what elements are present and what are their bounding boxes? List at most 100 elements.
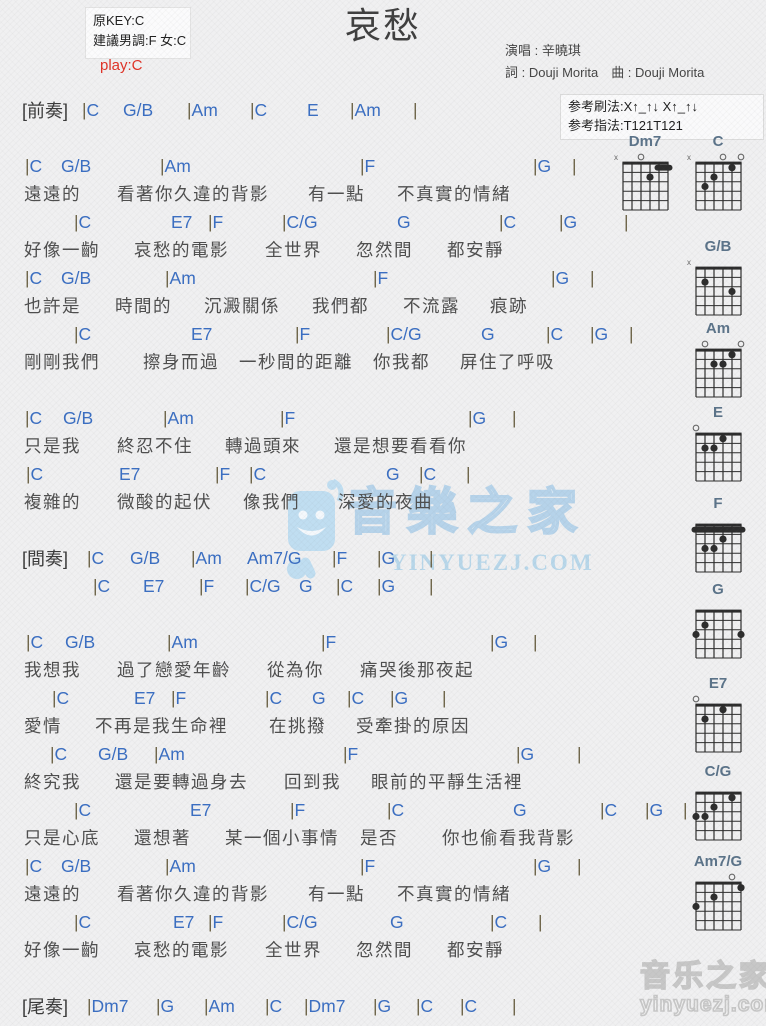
bar-separator: | (416, 996, 421, 1016)
chord-token: |F (332, 548, 348, 568)
chord-name: G (299, 576, 313, 596)
chord-name: Am (158, 744, 185, 764)
bar-separator: | (350, 100, 355, 120)
chord-name: G (386, 464, 400, 484)
chord-name: C (54, 744, 68, 764)
chord-token: E7 (171, 213, 192, 232)
chord-name: F (219, 464, 231, 484)
chord-name: G (472, 408, 487, 428)
chord-diagram: G/B x (686, 238, 750, 323)
bar-separator: | (629, 324, 634, 344)
chord-token: | (442, 689, 447, 708)
chord-token: |C (265, 997, 282, 1016)
chord-diagram-grid: x (687, 153, 745, 211)
chord-token: G (481, 325, 495, 344)
bar-separator: | (360, 156, 365, 176)
lyric-segment: 好像一齣 (24, 240, 100, 260)
chord-name: C (503, 212, 517, 232)
chord-name: F (203, 576, 215, 596)
bar-separator: | (52, 688, 57, 708)
chord-token: |F (295, 325, 310, 344)
bar-separator: | (512, 996, 517, 1016)
chord-name: G (555, 268, 570, 288)
chord-name: Dm7 (91, 996, 129, 1016)
bar-separator: | (199, 576, 204, 596)
lyric-segment: 看著你久違的背影 (117, 884, 269, 904)
bar-separator: | (208, 212, 213, 232)
play-key-label: play:C (100, 57, 143, 74)
chord-token: |G (533, 857, 551, 876)
chord-token: | (413, 100, 418, 120)
corner-watermark: 音乐之家 yinyuezj.com (639, 960, 766, 1016)
chord-token: | (429, 549, 434, 568)
chord-token: |C (74, 212, 91, 232)
yinyuezj-logo-icon (283, 477, 349, 593)
bar-separator: | (74, 800, 79, 820)
chord-diagram-label: Am (705, 320, 731, 337)
chord-token: |Am (187, 101, 218, 120)
section-label: [前奏] (22, 101, 69, 121)
lyric-segment: 我們都 (312, 296, 369, 316)
chord-token: E7 (119, 465, 140, 484)
lyric-segment: 時間的 (115, 296, 172, 316)
svg-text:x: x (614, 153, 618, 162)
chord-token: |C (25, 269, 42, 288)
chord-token: | (429, 577, 434, 596)
lyric-segment: 全世界 (265, 940, 322, 960)
chord-token: |C (25, 157, 42, 176)
chord-name: G/B (98, 744, 129, 764)
lyric-segment: 某一個小事情 (225, 828, 339, 848)
chord-diagram: E7 (686, 675, 750, 760)
bar-separator: | (419, 464, 424, 484)
bar-separator: | (290, 800, 295, 820)
chord-token: |C (250, 100, 267, 120)
bar-separator: | (26, 632, 31, 652)
chord-token: |G (373, 996, 391, 1016)
section-label: [間奏] (22, 549, 69, 569)
chord-token: |G (490, 633, 508, 652)
chord-name: C (30, 464, 44, 484)
chord-name: C (78, 324, 92, 344)
bar-separator: | (413, 100, 418, 120)
chord-name: E7 (191, 324, 213, 344)
bar-separator: | (551, 268, 556, 288)
chord-token: |C (82, 101, 99, 120)
lyric-segment: 是否 (360, 828, 398, 848)
chord-token: E (307, 101, 319, 120)
bar-separator: | (204, 996, 209, 1016)
chord-name: G/B (61, 856, 92, 876)
lyric-segment: 在挑撥 (269, 716, 326, 736)
chord-name: F (336, 548, 348, 568)
chord-token: Am7/G (247, 548, 302, 568)
chord-token: |C (546, 325, 563, 344)
bar-separator: | (250, 100, 255, 120)
chord-token: |G (156, 997, 174, 1016)
chord-name: Am (195, 548, 222, 568)
chord-token: |G (516, 745, 534, 764)
bar-separator: | (373, 996, 378, 1016)
watermark-site-name: 音樂之家 (346, 484, 587, 540)
bar-separator: | (25, 856, 30, 876)
chord-token: |F (360, 857, 375, 876)
chord-diagram-label: G (712, 581, 724, 598)
corner-watermark-name: 音乐之家 (639, 960, 766, 993)
chord-token: |F (321, 633, 336, 652)
bar-separator: | (577, 744, 582, 764)
chord-name: C (420, 996, 434, 1016)
chord-token: |Am (204, 996, 235, 1016)
chord-token: |C (74, 324, 92, 344)
bar-separator: | (74, 212, 79, 232)
chord-token: G/B (130, 549, 160, 568)
chord-name: Am7/G (247, 548, 302, 568)
chord-diagram: G (686, 581, 750, 666)
chord-diagram: C/G (686, 763, 750, 848)
chord-token: | (577, 744, 582, 764)
chord-token: |C/G (282, 913, 318, 932)
chord-token: |F (171, 689, 186, 708)
chord-token: |C/G (282, 213, 318, 232)
chord-diagram-label: C (712, 133, 724, 150)
bar-separator: | (25, 408, 30, 428)
chord-diagram-grid: x (614, 153, 673, 211)
bar-separator: | (50, 744, 55, 764)
